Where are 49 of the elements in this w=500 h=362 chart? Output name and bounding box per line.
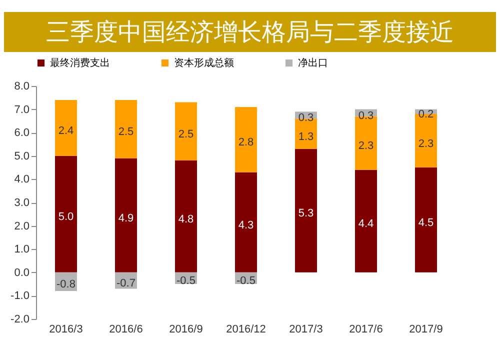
x-tick-label: 2016/9	[169, 324, 203, 336]
data-label: 4.5	[418, 216, 434, 229]
y-tick-label: 1.0	[14, 244, 30, 256]
bar	[415, 168, 437, 272]
x-tick-label: 2017/9	[409, 324, 443, 336]
data-label: 2.5	[178, 128, 194, 140]
bar	[295, 148, 317, 272]
y-tick-label: 4.0	[14, 174, 30, 186]
legend-label: 资本形成总额	[174, 57, 234, 69]
bar	[175, 160, 197, 272]
y-tick-label: 7.0	[14, 104, 30, 116]
data-label: 4.9	[118, 212, 134, 224]
bar	[115, 100, 137, 158]
x-tick-label: 2016/6	[109, 324, 143, 336]
y-tick-label: 3.0	[14, 197, 30, 209]
bar	[355, 170, 377, 272]
data-label: 2.5	[118, 126, 134, 138]
data-label: 2.3	[418, 138, 434, 150]
legend-label: 净出口	[298, 57, 328, 69]
data-label: -0.7	[116, 278, 136, 290]
x-tick-label: 2017/6	[349, 324, 383, 336]
bar	[115, 158, 137, 272]
data-label: 2.4	[58, 124, 74, 137]
data-label: 5.0	[58, 211, 74, 224]
y-tick-label: 2.0	[14, 220, 30, 232]
bar	[235, 172, 257, 272]
y-tick-label: -2.0	[10, 314, 30, 326]
y-tick-label: -1.0	[10, 290, 30, 302]
data-label: 2.8	[238, 136, 254, 149]
bar	[235, 106, 257, 172]
data-label: 4.3	[238, 219, 254, 232]
data-label: 1.3	[298, 130, 314, 143]
x-tick-label: 2016/12	[226, 324, 266, 336]
data-label: 2.3	[358, 140, 374, 152]
bar	[55, 100, 77, 156]
bar	[55, 156, 77, 272]
data-label: -0.8	[56, 278, 76, 291]
y-tick-label: 6.0	[14, 127, 30, 140]
data-label: 5.3	[298, 208, 314, 220]
x-tick-label: 2016/3	[49, 324, 83, 336]
y-tick-label: 5.0	[14, 150, 30, 162]
x-tick-label: 2017/3	[289, 324, 323, 336]
bar	[175, 102, 197, 161]
data-label: 4.4	[358, 218, 374, 230]
chart-title: 三季度中国经济增长格局与二季度接近	[4, 12, 496, 52]
y-tick-label: 8.0	[14, 80, 30, 92]
y-tick-label: 0.0	[14, 266, 30, 279]
data-label: 4.8	[178, 213, 194, 226]
legend-label: 最终消费支出	[50, 57, 110, 69]
